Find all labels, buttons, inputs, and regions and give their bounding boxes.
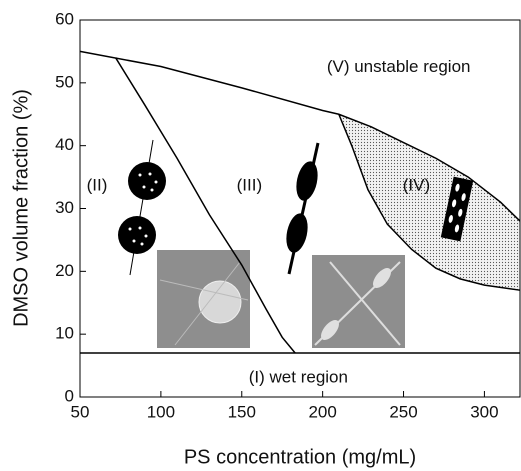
y-tick-label: 10 [55, 324, 74, 343]
x-tick-label: 300 [470, 402, 498, 421]
region-label: (V) unstable region [327, 57, 471, 76]
inset-fiber [174, 261, 241, 346]
icon-bead [286, 213, 308, 253]
phase-boundary [79, 50, 521, 222]
x-tick-label: 150 [228, 402, 256, 421]
icon-fiber [287, 142, 320, 275]
region-label: (IV) [403, 175, 430, 194]
region-label: (II) [87, 175, 108, 194]
inset-fiber [329, 261, 401, 346]
y-tick-label: 20 [55, 261, 74, 280]
y-tick-label: 40 [55, 135, 74, 154]
region-fill [338, 114, 520, 291]
x-tick-label: 50 [71, 402, 90, 421]
x-tick-label: 100 [147, 402, 175, 421]
phase-boundary [338, 113, 521, 291]
icon-pores [128, 172, 158, 246]
y-tick-label: 0 [65, 386, 74, 405]
region-label: (I) wet region [249, 368, 348, 387]
inset-bead [321, 320, 339, 340]
x-tick-label: 250 [389, 402, 417, 421]
icon-fiber [129, 139, 154, 276]
icon-ribbon [440, 176, 474, 242]
icon-sphere [128, 162, 166, 200]
x-axis-label: PS concentration (mg/mL) [184, 446, 416, 468]
inset-fiber [159, 279, 249, 301]
y-tick-label: 60 [55, 9, 74, 28]
icon-pores [448, 183, 466, 233]
phase-boundary [114, 57, 296, 354]
x-tick-label: 200 [308, 402, 336, 421]
icon-sphere [118, 216, 156, 254]
y-tick-label: 30 [55, 198, 74, 217]
region-label: (III) [237, 175, 263, 194]
y-tick-label: 50 [55, 72, 74, 91]
y-axis-label: DMSO volume fraction (%) [10, 89, 32, 327]
inset-bead [373, 268, 391, 288]
icon-bead [296, 161, 318, 201]
